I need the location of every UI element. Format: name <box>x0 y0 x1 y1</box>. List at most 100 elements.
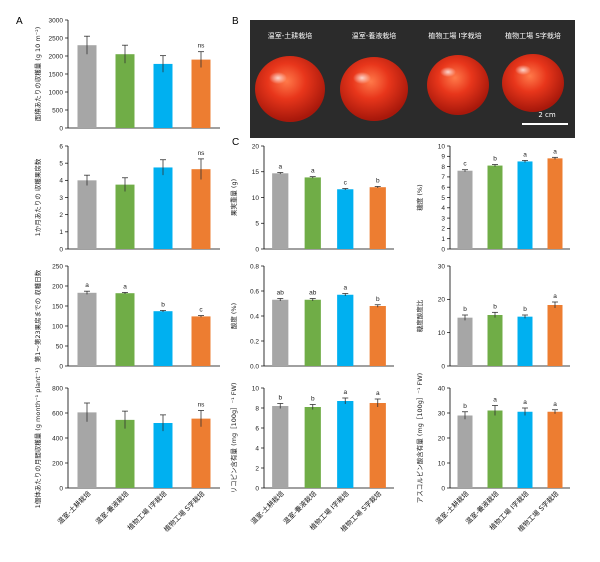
bar <box>304 177 321 249</box>
significance-label: a <box>493 397 497 404</box>
photo-label-soil: 温室-土耕栽培 <box>268 31 313 40</box>
bar <box>115 419 135 488</box>
significance-label: a <box>278 164 282 171</box>
tomato-i-shape <box>427 55 489 115</box>
y-tick-label: 2 <box>255 465 259 472</box>
bar <box>153 311 173 366</box>
y-axis-label: 糖度酸度比 <box>415 299 424 332</box>
x-category-label: 植物工場 I字栽培 <box>125 489 168 532</box>
y-tick-label: 100 <box>52 323 63 330</box>
x-category-label: 植物工場 S字栽培 <box>162 489 207 534</box>
y-tick-label: 1 <box>441 236 445 243</box>
y-tick-label: 4 <box>59 178 63 185</box>
y-tick-label: 1500 <box>49 71 64 78</box>
significance-label: c <box>199 307 203 314</box>
bar <box>337 401 354 488</box>
photo-label-hydroponic: 温室-養液栽培 <box>352 31 397 40</box>
significance-label: a <box>553 148 557 155</box>
y-tick-label: 20 <box>252 143 260 150</box>
y-tick-label: 15 <box>252 169 260 176</box>
y-tick-label: 10 <box>438 330 446 337</box>
y-tick-label: 7 <box>441 174 445 181</box>
y-axis-label: 第1～第23果房までの 収穫日数 <box>33 269 42 362</box>
y-tick-label: 2000 <box>49 53 64 60</box>
bar <box>517 411 533 488</box>
significance-label: ab <box>309 290 317 297</box>
bar <box>369 187 386 249</box>
significance-label: b <box>161 301 165 308</box>
y-tick-label: 250 <box>52 263 63 270</box>
photo-label-s-shape: 植物工場 S字栽培 <box>505 31 561 40</box>
y-axis-label: リコピン含有量 (mg［100g］⁻¹ FW) <box>229 383 238 494</box>
x-category-label: 温室-土耕栽培 <box>249 489 286 526</box>
y-tick-label: 10 <box>252 195 260 202</box>
bar <box>487 315 503 366</box>
bar <box>369 403 386 488</box>
significance-label: a <box>343 285 347 292</box>
y-tick-label: 1 <box>59 229 63 236</box>
y-tick-label: 8 <box>255 405 259 412</box>
y-tick-label: 30 <box>438 263 446 270</box>
y-tick-label: 0.0 <box>250 363 259 370</box>
bar <box>547 158 563 249</box>
y-tick-label: 6 <box>441 185 445 192</box>
y-tick-label: 4 <box>441 205 445 212</box>
y-tick-label: 2 <box>59 212 63 219</box>
significance-label: b <box>463 403 467 410</box>
significance-label: a <box>553 401 557 408</box>
y-tick-label: 200 <box>52 460 63 467</box>
y-tick-label: 3 <box>59 195 63 202</box>
bar <box>77 412 97 488</box>
bar <box>517 161 533 249</box>
y-tick-label: 5 <box>59 160 63 167</box>
y-axis-label: 酸度 (%) <box>229 303 238 329</box>
significance-label: a <box>343 389 347 396</box>
bar <box>337 189 354 249</box>
significance-label: ns <box>198 402 206 409</box>
significance-label: a <box>523 399 527 406</box>
bar <box>77 180 97 249</box>
bar <box>272 299 289 366</box>
significance-label: ab <box>277 290 285 297</box>
significance-label: ns <box>198 43 206 50</box>
y-tick-label: 50 <box>56 343 64 350</box>
y-tick-label: 40 <box>438 385 446 392</box>
y-tick-label: 5 <box>441 195 445 202</box>
tomato-soil <box>255 56 325 122</box>
y-tick-label: 30 <box>438 410 446 417</box>
bar <box>517 316 533 366</box>
x-category-label: 温室-養液栽培 <box>93 489 130 526</box>
significance-label: b <box>311 396 315 403</box>
x-category-label: 温室-養液栽培 <box>281 489 318 526</box>
y-tick-label: 10 <box>252 385 260 392</box>
y-tick-label: 0 <box>441 246 445 253</box>
significance-label: a <box>311 168 315 175</box>
y-tick-label: 500 <box>52 107 63 114</box>
y-tick-label: 0 <box>255 246 259 253</box>
y-tick-label: 20 <box>438 297 446 304</box>
y-tick-label: 0 <box>441 485 445 492</box>
chart-c4: 0 10 20 30 糖度酸度比 b b b a <box>415 263 570 370</box>
significance-label: a <box>523 151 527 158</box>
chart-a1: 0 500 1000 1500 2000 2500 3000 面積あたりの収穫量 (g 10 … <box>33 17 220 132</box>
y-tick-label: 4 <box>255 445 259 452</box>
y-tick-label: 2 <box>441 226 445 233</box>
significance-label: a <box>376 390 380 397</box>
bar <box>369 306 386 366</box>
bar <box>191 59 211 128</box>
significance-label: c <box>463 161 467 168</box>
y-tick-label: 8 <box>441 164 445 171</box>
bar <box>191 316 211 366</box>
bar <box>153 167 173 249</box>
x-category-label: 温室-土耕栽培 <box>55 489 92 526</box>
bar <box>547 305 563 366</box>
y-tick-label: 0.4 <box>250 313 259 320</box>
bar <box>457 317 473 366</box>
y-tick-label: 400 <box>52 435 63 442</box>
significance-label: b <box>278 395 282 402</box>
panel-label-a: A <box>16 16 23 27</box>
significance-label: a <box>123 283 127 290</box>
y-tick-label: 0 <box>59 125 63 132</box>
bar <box>487 410 503 488</box>
